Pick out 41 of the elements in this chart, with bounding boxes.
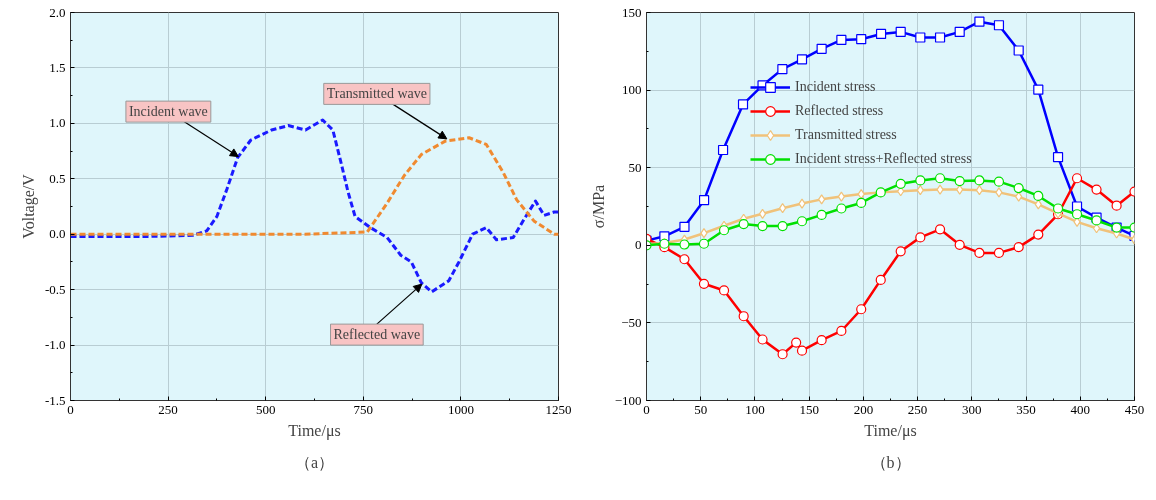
x-tick-label: 400 [1070,401,1091,417]
x-tick-label: 750 [353,401,374,417]
y-axis-title: σ/MPa [589,184,607,229]
x-tick-label: 150 [799,401,819,417]
text: （b） [870,453,911,471]
y-tick-label: -1.5 [44,392,66,408]
y-axis-title: Voltage/V [19,173,38,239]
x-tick-label: 1250 [545,401,572,417]
x-tick-label: 450 [1124,401,1145,417]
y-tick-label: 150 [622,4,642,20]
x-tick-label: 100 [745,401,765,417]
x-tick-label: 200 [853,401,874,417]
x-tick-label: 350 [1016,401,1036,417]
y-tick-label: -1.0 [44,337,66,353]
y-tick-label: 0 [635,237,642,253]
y-tick-label: -0.5 [44,281,66,297]
x-tick-label: 300 [962,401,982,417]
legend-label: Reflected stress [795,102,884,120]
y-tick-label: 50 [628,159,642,175]
x-tick-label: 1000 [447,401,474,417]
annotation: Reflected wave [333,327,421,343]
annotation: Transmitted wave [326,86,427,102]
legend-label: Transmitted stress [795,126,897,144]
y-tick-label: 1.5 [49,59,66,75]
x-tick-label: 50 [694,401,708,417]
legend-label: Incident stress [795,78,876,96]
x-axis-title: Time/μs [864,421,917,440]
x-tick-label: 500 [255,401,276,417]
y-tick-label: 0.0 [49,226,66,242]
y-tick-label: 2.0 [49,4,66,20]
legend-label: Incident stress+Reflected stress [795,150,972,168]
y-tick-label: 0.5 [49,170,66,186]
y-tick-label: −50 [621,314,642,330]
y-tick-label: 100 [622,82,642,98]
annotation: Incident wave [128,104,208,120]
x-tick-label: 250 [907,401,928,417]
x-tick-label: 250 [158,401,178,417]
text: （a） [294,453,335,471]
y-tick-label: 1.0 [49,115,66,131]
x-axis-title: Time/μs [288,421,341,440]
y-tick-label: −100 [614,392,642,408]
